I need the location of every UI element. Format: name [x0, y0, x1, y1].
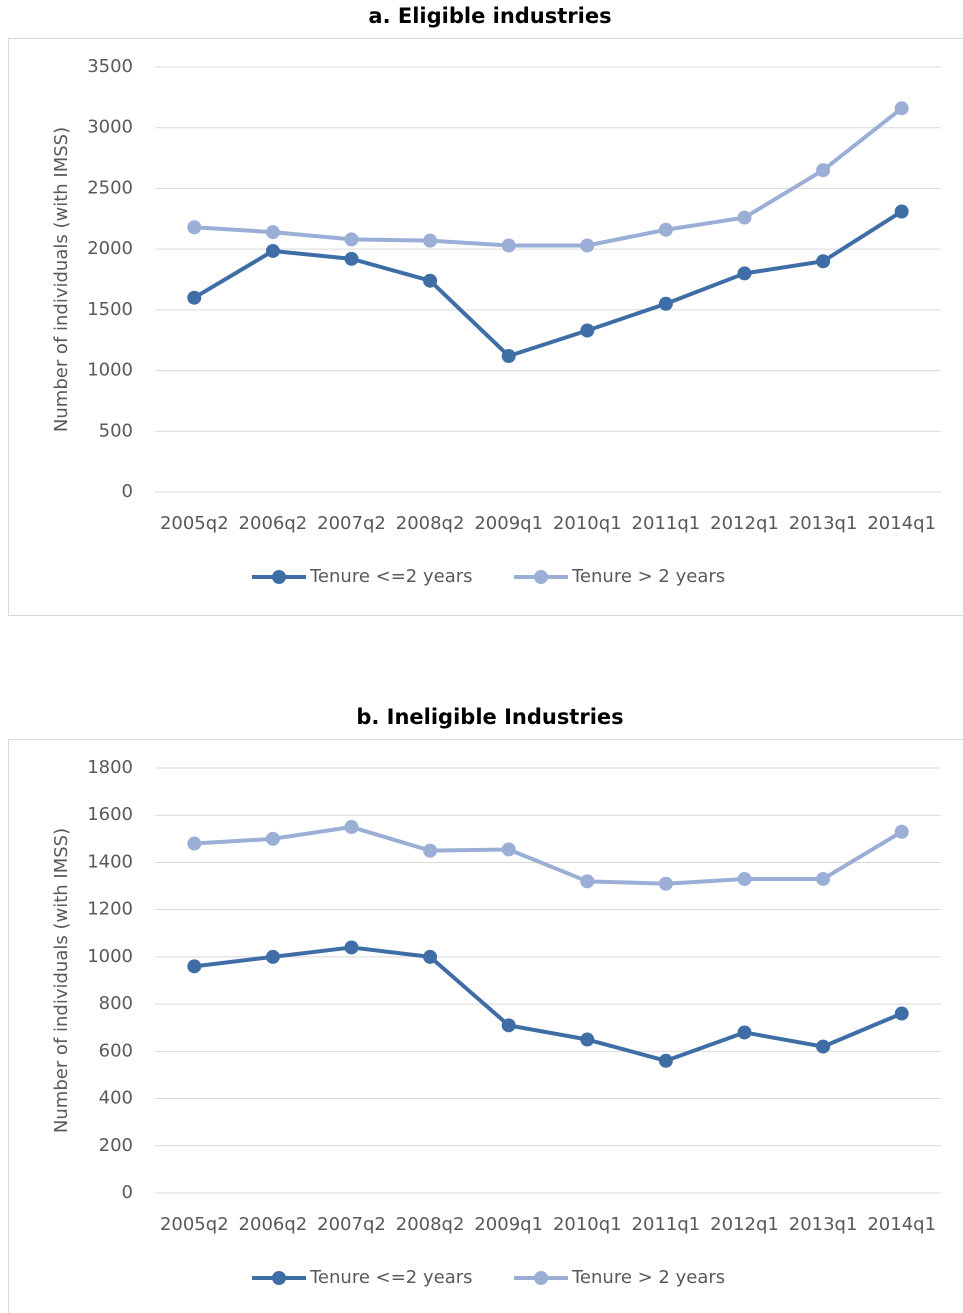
point	[894, 1006, 909, 1021]
point	[423, 233, 438, 248]
x-tick-label: 2008q2	[396, 1214, 465, 1235]
point	[580, 874, 595, 889]
chart-title: a. Eligible industries	[368, 4, 611, 28]
y-tick-label: 3000	[87, 117, 133, 138]
legend-marker	[534, 1271, 548, 1285]
point	[344, 940, 359, 955]
point	[344, 820, 359, 835]
point	[816, 1039, 831, 1054]
x-tick-label: 2010q1	[553, 513, 622, 534]
point	[894, 824, 909, 839]
y-tick-label: 0	[122, 481, 133, 502]
x-tick-label: 2014q1	[867, 513, 936, 534]
x-tick-label: 2013q1	[789, 513, 858, 534]
point	[344, 251, 359, 266]
point	[501, 842, 516, 857]
y-tick-label: 600	[99, 1040, 133, 1061]
legend-marker	[272, 570, 286, 584]
x-tick-label: 2005q2	[160, 513, 229, 534]
chart-title: b. Ineligible Industries	[356, 705, 623, 729]
point	[187, 836, 202, 851]
line-series	[194, 106, 903, 248]
line-series	[194, 945, 903, 1063]
point	[265, 225, 280, 240]
x-tick-label: 2014q1	[867, 1214, 936, 1235]
y-tick-label: 1400	[87, 851, 133, 872]
x-tick-label: 2011q1	[632, 513, 701, 534]
y-axis-label: Number of individuals (with IMSS)	[51, 828, 72, 1133]
point	[423, 273, 438, 288]
point	[816, 254, 831, 269]
point	[894, 101, 909, 116]
x-tick-label: 2013q1	[789, 1214, 858, 1235]
y-tick-label: 400	[99, 1088, 133, 1109]
point	[265, 831, 280, 846]
legend-label: Tenure <=2 years	[309, 566, 473, 587]
point	[580, 1032, 595, 1047]
point	[737, 210, 752, 225]
x-tick-label: 2012q1	[710, 1214, 779, 1235]
point	[737, 871, 752, 886]
x-tick-label: 2011q1	[632, 1214, 701, 1235]
x-tick-label: 2006q2	[239, 1214, 308, 1235]
point	[658, 222, 673, 237]
point	[737, 1025, 752, 1040]
y-axis-label: Number of individuals (with IMSS)	[51, 127, 72, 432]
y-tick-label: 2500	[87, 177, 133, 198]
point	[816, 163, 831, 178]
point	[423, 843, 438, 858]
point	[265, 243, 280, 258]
point	[187, 959, 202, 974]
y-tick-label: 1500	[87, 299, 133, 320]
point	[580, 238, 595, 253]
y-tick-label: 1800	[87, 757, 133, 778]
point	[658, 1053, 673, 1068]
legend-label: Tenure <=2 years	[309, 1267, 473, 1288]
y-tick-label: 1000	[87, 360, 133, 381]
x-tick-label: 2007q2	[317, 513, 386, 534]
point	[344, 232, 359, 247]
x-tick-label: 2005q2	[160, 1214, 229, 1235]
x-tick-label: 2008q2	[396, 513, 465, 534]
point	[658, 296, 673, 311]
x-tick-label: 2012q1	[710, 513, 779, 534]
legend-marker	[272, 1271, 286, 1285]
x-tick-label: 2010q1	[553, 1214, 622, 1235]
point	[501, 349, 516, 363]
point	[737, 266, 752, 281]
y-tick-label: 200	[99, 1135, 133, 1156]
point	[894, 204, 909, 219]
line-series	[194, 825, 903, 886]
legend-label: Tenure > 2 years	[571, 566, 725, 587]
x-tick-label: 2006q2	[239, 513, 308, 534]
point	[580, 323, 595, 338]
legend-marker	[534, 570, 548, 584]
point	[187, 290, 202, 305]
point	[187, 220, 202, 235]
x-tick-label: 2009q1	[474, 513, 543, 534]
point	[658, 876, 673, 891]
chart-frame	[8, 38, 963, 616]
y-tick-label: 1000	[87, 946, 133, 967]
y-tick-label: 0	[122, 1182, 133, 1203]
point	[423, 949, 438, 964]
y-tick-label: 3500	[87, 56, 133, 77]
x-tick-label: 2007q2	[317, 1214, 386, 1235]
line-series	[193, 209, 903, 358]
point	[816, 871, 831, 886]
point	[501, 1018, 516, 1033]
chart-frame	[8, 739, 963, 1313]
y-tick-label: 500	[99, 420, 133, 441]
point	[265, 949, 280, 964]
y-tick-label: 1600	[87, 804, 133, 825]
x-tick-label: 2009q1	[474, 1214, 543, 1235]
y-tick-label: 800	[99, 993, 133, 1014]
legend-label: Tenure > 2 years	[571, 1267, 725, 1288]
point	[501, 238, 516, 253]
y-tick-label: 2000	[87, 238, 133, 259]
y-tick-label: 1200	[87, 899, 133, 920]
